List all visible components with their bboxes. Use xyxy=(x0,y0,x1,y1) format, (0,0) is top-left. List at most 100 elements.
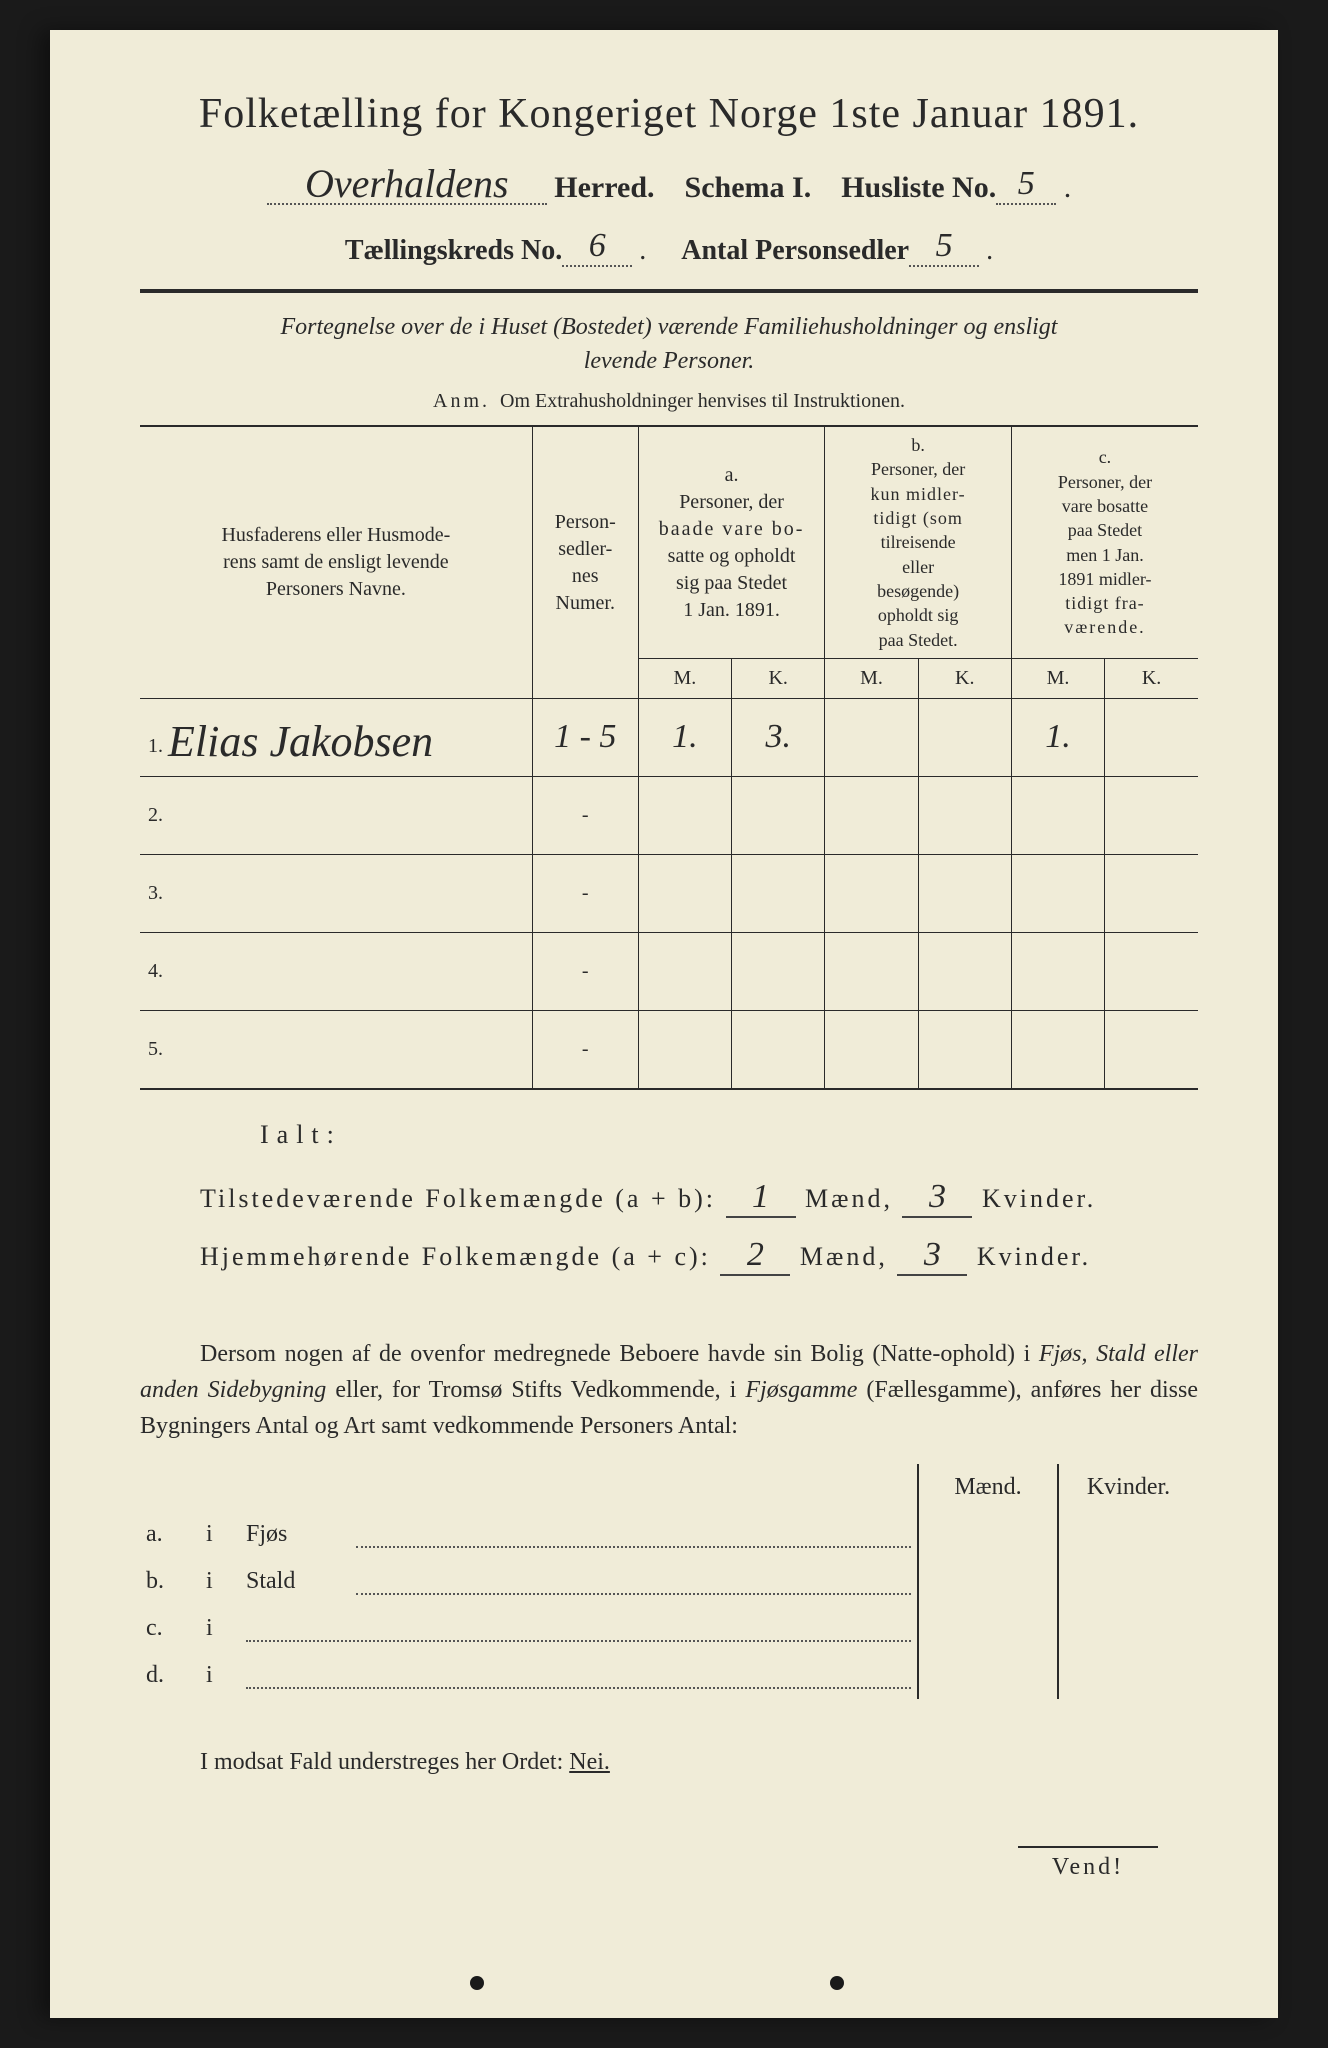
row-num: 3. xyxy=(140,854,532,932)
row-sedler: - xyxy=(532,854,638,932)
cell xyxy=(1011,776,1104,854)
side-building-table: Mænd. Kvinder. a. i Fjøs b. i Stald c. i xyxy=(140,1464,1198,1699)
table-row: 2. - xyxy=(140,776,1198,854)
row-num: 2. xyxy=(140,776,532,854)
person-name: Elias Jakobsen xyxy=(168,717,433,766)
col-a-m: M. xyxy=(638,658,731,698)
present-total-line: Tilstedeværende Folkemængde (a + b): 1 M… xyxy=(200,1178,1198,1218)
cell xyxy=(1011,854,1104,932)
header-line-3: Tællingskreds No.6 . Antal Personsedler5… xyxy=(140,227,1198,267)
blank xyxy=(350,1464,918,1511)
side-letter: d. xyxy=(140,1652,200,1699)
side-letter: a. xyxy=(140,1511,200,1558)
turn-over: Vend! xyxy=(140,1846,1198,1881)
cell xyxy=(638,776,731,854)
herred-label: Herred. xyxy=(554,171,654,204)
census-form-page: Folketælling for Kongeriget Norge 1ste J… xyxy=(50,30,1278,2018)
men-label: Mænd, xyxy=(805,1184,893,1213)
divider xyxy=(140,289,1198,293)
resident-women: 3 xyxy=(924,1236,941,1273)
present-men: 1 xyxy=(752,1178,769,1215)
subtitle-line1: Fortegnelse over de i Huset (Bostedet) v… xyxy=(281,314,1058,340)
row-b-k xyxy=(918,698,1011,776)
row-a-m: 1. xyxy=(638,698,731,776)
kreds-value: 6 xyxy=(589,227,606,264)
row-a-k: 3. xyxy=(732,698,825,776)
vend-label: Vend! xyxy=(1018,1846,1158,1881)
side-women-cell xyxy=(1058,1558,1198,1605)
side-i: i xyxy=(200,1605,240,1652)
cell xyxy=(918,854,1011,932)
cell xyxy=(1105,932,1198,1010)
side-i: i xyxy=(200,1558,240,1605)
table-row: 1. Elias Jakobsen 1 - 5 1. 3. 1. xyxy=(140,698,1198,776)
husliste-value: 5 xyxy=(1018,165,1035,202)
cell xyxy=(1105,1010,1198,1088)
cell xyxy=(1105,776,1198,854)
punch-hole xyxy=(830,1976,844,1990)
side-row: d. i xyxy=(140,1652,1198,1699)
resident-men: 2 xyxy=(747,1236,764,1273)
herred-value: Overhaldens xyxy=(305,161,509,206)
table-row: 5. - xyxy=(140,1010,1198,1088)
side-label: Fjøs xyxy=(240,1511,350,1558)
side-women-cell xyxy=(1058,1605,1198,1652)
nei-line: I modsat Fald understreges her Ordet: Ne… xyxy=(140,1749,1198,1776)
row-c-k xyxy=(1105,698,1198,776)
dots xyxy=(240,1605,918,1652)
side-men-cell xyxy=(918,1605,1058,1652)
side-row: a. i Fjøs xyxy=(140,1511,1198,1558)
side-women-cell xyxy=(1058,1652,1198,1699)
row-num: 5. xyxy=(140,1010,532,1088)
side-women-cell xyxy=(1058,1511,1198,1558)
punch-hole xyxy=(470,1976,484,1990)
kreds-label: Tællingskreds No. xyxy=(345,235,562,266)
women-label: Kvinder. xyxy=(977,1242,1091,1271)
present-label: Tilstedeværende Folkemængde (a + b): xyxy=(200,1184,716,1213)
col-c-k: K. xyxy=(1105,658,1198,698)
cell xyxy=(825,1010,918,1088)
row-sedler: - xyxy=(532,776,638,854)
col-b-k: K. xyxy=(918,658,1011,698)
main-census-table: Husfaderens eller Husmode- rens samt de … xyxy=(140,427,1198,1088)
side-head-men: Mænd. xyxy=(918,1464,1058,1511)
side-row: c. i xyxy=(140,1605,1198,1652)
row-sedler: 1 - 5 xyxy=(532,698,638,776)
cell xyxy=(638,932,731,1010)
side-i: i xyxy=(200,1511,240,1558)
resident-label: Hjemmehørende Folkemængde (a + c): xyxy=(200,1242,711,1271)
row-sedler: - xyxy=(532,932,638,1010)
col-c-header: c. Personer, der vare bosatte paa Stedet… xyxy=(1011,427,1198,658)
col-a-k: K. xyxy=(732,658,825,698)
anm-label: Anm. xyxy=(433,390,490,412)
side-head-women: Kvinder. xyxy=(1058,1464,1198,1511)
col-b-m: M. xyxy=(825,658,918,698)
cell xyxy=(638,1010,731,1088)
resident-total-line: Hjemmehørende Folkemængde (a + c): 2 Mæn… xyxy=(200,1236,1198,1276)
side-row: b. i Stald xyxy=(140,1558,1198,1605)
cell xyxy=(732,776,825,854)
table-header-row: Husfaderens eller Husmode- rens samt de … xyxy=(140,427,1198,658)
row-name-cell: 1. Elias Jakobsen xyxy=(140,698,532,776)
header-line-2: Overhaldens Herred. Schema I. Husliste N… xyxy=(140,156,1198,205)
side-letter: b. xyxy=(140,1558,200,1605)
row-b-m xyxy=(825,698,918,776)
divider xyxy=(140,1088,1198,1090)
side-letter: c. xyxy=(140,1605,200,1652)
side-label: Stald xyxy=(240,1558,350,1605)
col-a-header: a. Personer, der baade vare bo- satte og… xyxy=(638,427,825,658)
nei-word: Nei. xyxy=(569,1749,610,1775)
page-title: Folketælling for Kongeriget Norge 1ste J… xyxy=(140,90,1198,138)
row-c-m: 1. xyxy=(1011,698,1104,776)
cell xyxy=(1105,854,1198,932)
side-men-cell xyxy=(918,1652,1058,1699)
col-c-m: M. xyxy=(1011,658,1104,698)
blank xyxy=(200,1464,240,1511)
row-num: 4. xyxy=(140,932,532,1010)
husliste-label: Husliste No. xyxy=(841,171,996,204)
row-sedler: - xyxy=(532,1010,638,1088)
cell xyxy=(825,854,918,932)
cell xyxy=(918,1010,1011,1088)
cell xyxy=(825,776,918,854)
cell xyxy=(918,932,1011,1010)
